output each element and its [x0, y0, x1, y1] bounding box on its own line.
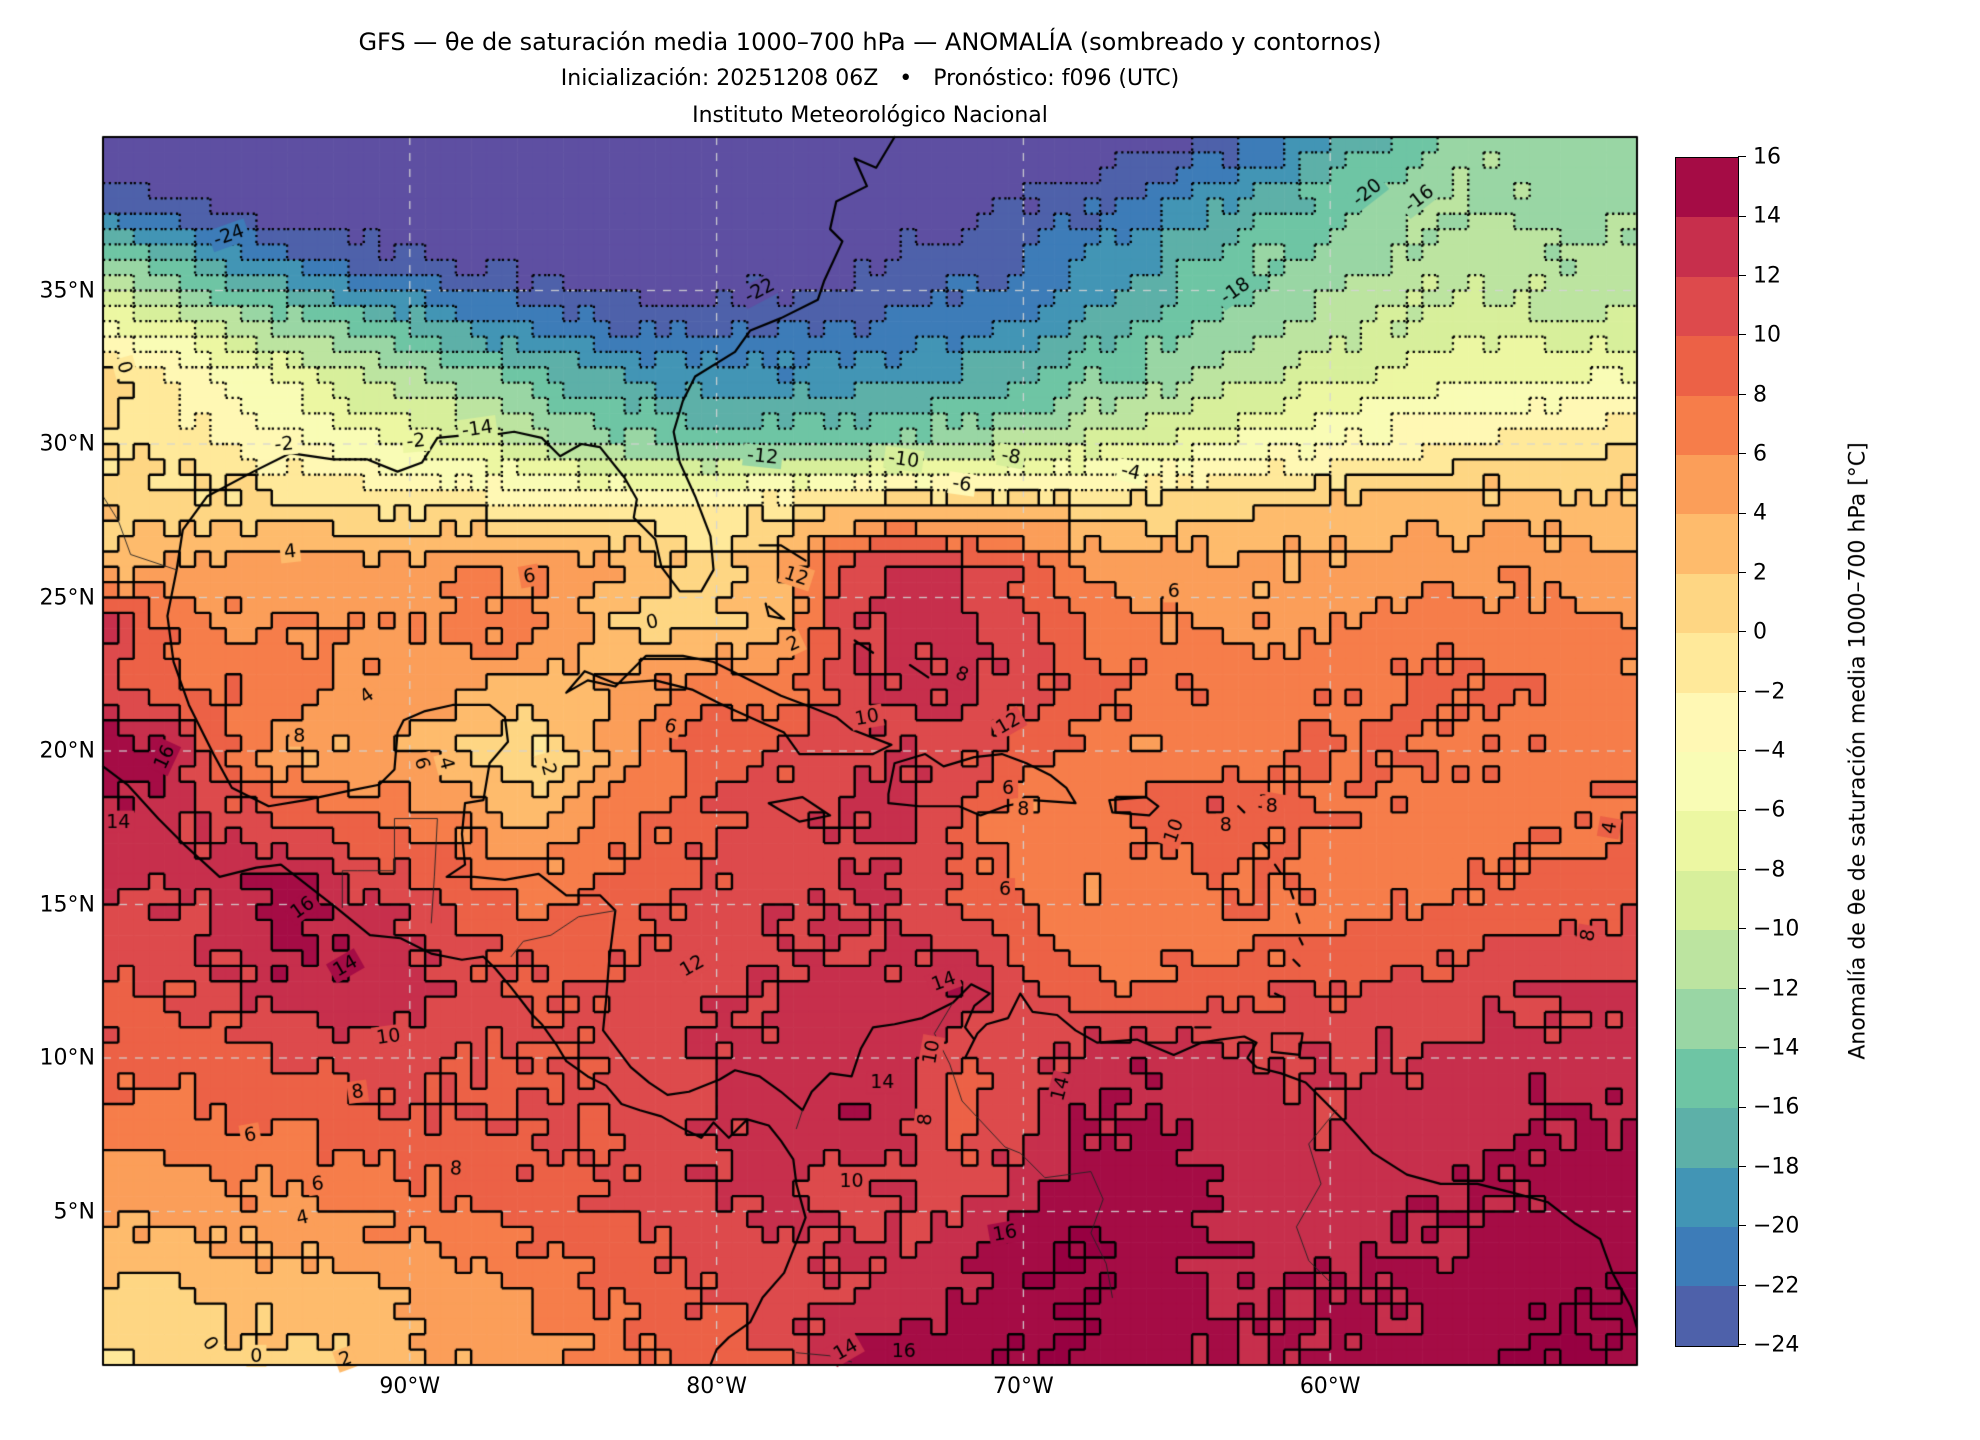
colorbar-segment [1676, 811, 1738, 871]
lat-tick-label: 30°N [39, 431, 95, 457]
colorbar-tickmark [1738, 334, 1746, 336]
colorbar-segment [1676, 1167, 1738, 1228]
lon-tick-label: 70°W [993, 1374, 1054, 1399]
colorbar-tickmark [1738, 1344, 1746, 1346]
colorbar-tick-label: 12 [1753, 263, 1781, 289]
colorbar-segment [1676, 276, 1738, 337]
colorbar-tickmark [1738, 1106, 1746, 1108]
colorbar-tickmark [1738, 393, 1746, 395]
colorbar-tick-label: −4 [1753, 738, 1786, 764]
colorbar-tick-label: 14 [1753, 203, 1781, 229]
colorbar-segment [1676, 158, 1738, 218]
colorbar-tick-label: −10 [1753, 916, 1800, 942]
lat-tick-label: 20°N [39, 738, 95, 764]
colorbar-tickmark [1738, 987, 1746, 989]
colorbar-tickmark [1738, 453, 1746, 455]
lat-tick-label: 25°N [39, 585, 95, 610]
colorbar-segment [1676, 930, 1738, 990]
colorbar-tick-label: 2 [1753, 560, 1767, 586]
lon-tick-label: 60°W [1299, 1374, 1361, 1399]
colorbar-tick-label: −2 [1753, 679, 1786, 705]
colorbar-tickmark [1738, 1284, 1746, 1286]
colorbar-tickmark [1738, 1047, 1746, 1049]
colorbar-tick-label: −12 [1753, 976, 1800, 1002]
colorbar-tickmark [1738, 690, 1746, 692]
colorbar-segment [1676, 1286, 1738, 1346]
lat-tick-label: 15°N [39, 892, 95, 917]
colorbar-segment [1676, 336, 1738, 396]
colorbar-segment [1676, 870, 1738, 931]
colorbar-tick-label: −20 [1753, 1213, 1800, 1239]
colorbar-tickmark [1738, 215, 1746, 217]
colorbar-segment [1676, 454, 1738, 515]
colorbar-tickmark [1738, 572, 1746, 573]
lon-tick-label: 90°W [379, 1374, 441, 1399]
lat-tick-label: 35°N [39, 278, 95, 303]
lon-tick-label: 80°W [686, 1374, 747, 1399]
colorbar-segment [1676, 395, 1738, 455]
colorbar-segment [1676, 1048, 1738, 1109]
colorbar-tickmark [1738, 809, 1746, 811]
colorbar [1675, 157, 1739, 1347]
colorbar-tickmark [1738, 750, 1746, 752]
colorbar-tickmark [1738, 869, 1746, 870]
colorbar-segment [1676, 989, 1738, 1049]
colorbar-tickmark [1738, 631, 1746, 633]
colorbar-segment [1676, 514, 1738, 574]
colorbar-tick-label: −18 [1753, 1154, 1800, 1180]
colorbar-axis-label: Anomalía de θe de saturación media 1000–… [1845, 442, 1871, 1060]
colorbar-tick-label: −8 [1753, 857, 1786, 883]
colorbar-tick-label: −22 [1753, 1273, 1800, 1299]
colorbar-tick-label: 16 [1753, 144, 1781, 170]
colorbar-segment [1676, 751, 1738, 812]
colorbar-tickmark [1738, 275, 1746, 276]
colorbar-tickmark [1738, 928, 1746, 930]
colorbar-segment [1676, 1227, 1738, 1287]
colorbar-tickmark [1738, 156, 1746, 158]
colorbar-tick-label: 10 [1753, 322, 1781, 348]
colorbar-tick-label: 8 [1753, 382, 1767, 408]
colorbar-segment [1676, 573, 1738, 634]
colorbar-tick-label: −24 [1753, 1332, 1800, 1358]
colorbar-tick-label: 6 [1753, 441, 1767, 467]
colorbar-tick-label: −6 [1753, 797, 1786, 823]
lat-tick-label: 5°N [53, 1199, 95, 1224]
colorbar-tick-label: 4 [1753, 500, 1767, 526]
colorbar-tick-label: 0 [1753, 619, 1767, 645]
lat-tick-label: 10°N [39, 1045, 95, 1071]
colorbar-segment [1676, 1108, 1738, 1168]
colorbar-tickmark [1738, 1166, 1746, 1167]
colorbar-segment [1676, 217, 1738, 277]
colorbar-tickmark [1738, 1225, 1746, 1227]
colorbar-tick-label: −16 [1753, 1094, 1800, 1120]
colorbar-tickmark [1738, 512, 1746, 514]
colorbar-tick-label: −14 [1753, 1035, 1800, 1061]
colorbar-segment [1676, 692, 1738, 752]
colorbar-segment [1676, 633, 1738, 693]
